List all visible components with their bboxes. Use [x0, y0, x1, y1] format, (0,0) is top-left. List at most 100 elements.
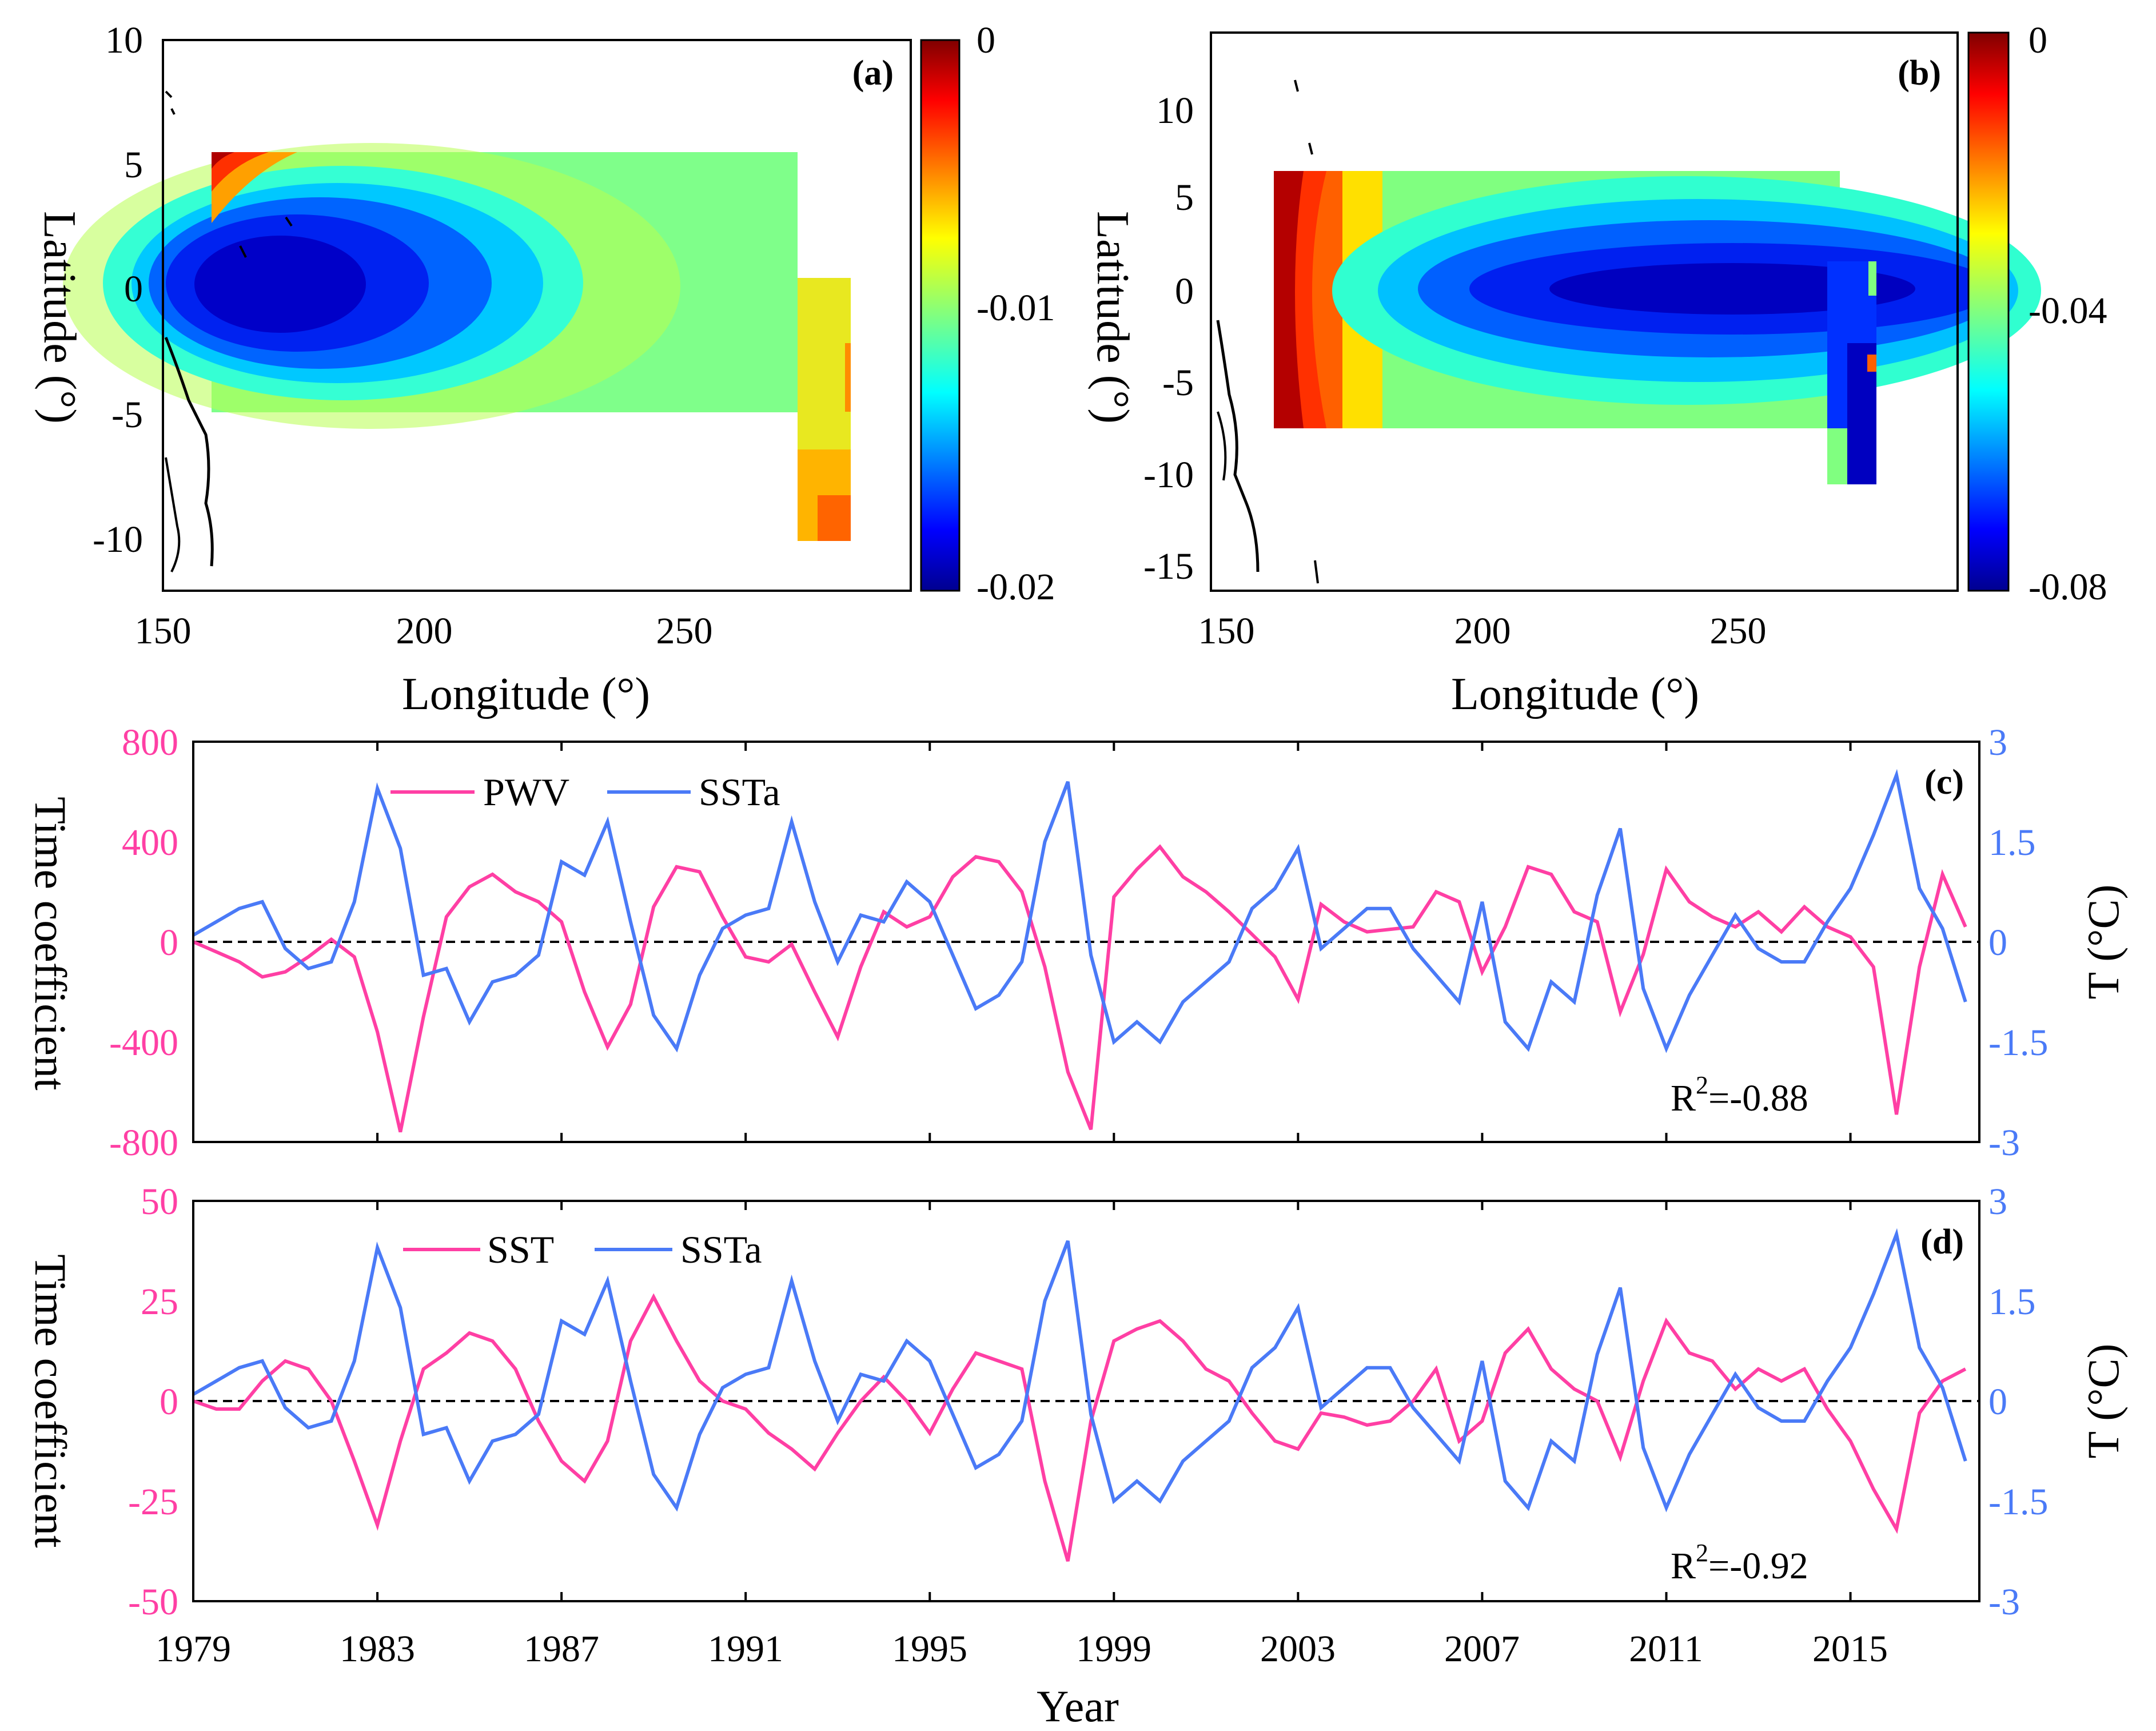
panel-d-y2label: T (°C)	[2078, 1344, 2128, 1459]
legend-label-ssta: SSTa	[699, 770, 780, 814]
panel-c-ylabel: Time coefficient	[26, 797, 75, 1091]
panel-a: (a) 10 5 0 -5 -10 150 200 250 Longitude …	[34, 19, 1055, 719]
panel-d-x-tick-marks	[192, 1201, 1852, 1601]
panel-d-y-ticks: 50 25 0 -25 -50	[128, 1181, 178, 1623]
panel-c-y2tick: -1.5	[1988, 1022, 2048, 1064]
panel-a-ytick: -10	[93, 519, 143, 560]
panel-d-xtick: 2003	[1260, 1628, 1336, 1670]
panel-a-colorbar-ticks: 0 -0.01 -0.02	[977, 19, 1055, 608]
panel-d-r2: R2=-0.92	[1671, 1539, 1808, 1587]
panel-c-line-pwv	[193, 844, 1967, 1133]
panel-c-ytick: 0	[160, 922, 178, 964]
panel-d-xtick: 1987	[524, 1628, 599, 1670]
panel-d-ytick: -25	[128, 1481, 178, 1523]
panel-a-x-ticks: 150 200 250	[135, 610, 713, 652]
panel-d-label: (d)	[1920, 1223, 1964, 1262]
panel-d-line-sst	[193, 1293, 1967, 1562]
legend-label-sst: SST	[487, 1228, 554, 1271]
panel-d-y2tick: -3	[1988, 1581, 2020, 1623]
panel-b-cbar-tick: -0.04	[2029, 290, 2107, 332]
panel-c-y2tick: -3	[1988, 1122, 2020, 1164]
panel-d-line-ssta	[193, 1228, 1967, 1513]
panel-b-xtick: 250	[1710, 610, 1767, 652]
panel-b-x-ticks: 150 200 250	[1198, 610, 1767, 652]
panel-d-ytick: 50	[141, 1181, 178, 1223]
panel-d-ytick: -50	[128, 1581, 178, 1623]
panel-b-label: (b)	[1898, 54, 1941, 93]
panel-a-xlabel: Longitude (°)	[402, 669, 650, 719]
panel-a-xtick: 150	[135, 610, 192, 652]
legend-label-ssta: SSTa	[680, 1228, 762, 1271]
panel-b-ytick: 10	[1156, 90, 1194, 132]
panel-c-y2tick: 1.5	[1988, 822, 2036, 863]
panel-a-ytick: 5	[124, 144, 143, 186]
panel-a-label: (a)	[852, 54, 894, 93]
panel-b-ytick: 5	[1175, 177, 1194, 218]
panel-d-legend: SST SSTa	[403, 1228, 762, 1271]
panel-d-ytick: 0	[160, 1381, 178, 1423]
panel-d-xtick: 1995	[892, 1628, 967, 1670]
panel-d-xtick: 2007	[1444, 1628, 1520, 1670]
panel-a-cbar-tick: -0.01	[977, 287, 1055, 329]
panel-a-ytick: 10	[105, 19, 143, 61]
panel-c: (c) PWV SSTa R2=-0.88 800 400 0 -400 -80…	[26, 722, 2128, 1164]
panel-d-xlabel: Year	[1037, 1681, 1119, 1731]
panel-b-y-ticks: 10 5 0 -5 -10 -15	[1143, 90, 1194, 587]
panel-c-y-ticks: 800 400 0 -400 -800	[109, 722, 178, 1164]
panel-a-ytick: -5	[111, 394, 143, 436]
panel-d-ytick: 25	[141, 1281, 178, 1323]
panel-c-x-tick-marks	[192, 742, 1852, 1142]
panel-b-map-field	[1216, 79, 2041, 584]
panel-c-y2tick: 0	[1988, 922, 2007, 964]
panel-d-y2-ticks: 3 1.5 0 -1.5 -3	[1988, 1181, 2048, 1623]
panel-b-ylabel: Latitude (°)	[1087, 211, 1138, 424]
panel-c-legend: PWV SSTa	[390, 770, 780, 814]
panel-d-xtick: 1979	[156, 1628, 231, 1670]
panel-c-ytick: 800	[122, 722, 178, 763]
panel-b-ytick: 0	[1175, 270, 1194, 312]
panel-a-xtick: 200	[396, 610, 453, 652]
panel-a-y-ticks: 10 5 0 -5 -10	[93, 19, 143, 560]
panel-c-y2-ticks: 3 1.5 0 -1.5 -3	[1988, 722, 2048, 1164]
panel-a-cbar-tick: 0	[977, 19, 995, 61]
panel-b-ytick: -10	[1143, 454, 1194, 496]
panel-d-xtick: 2015	[1812, 1628, 1888, 1670]
panel-d-y2tick: 3	[1988, 1181, 2007, 1223]
panel-a-ytick: 0	[124, 268, 143, 310]
panel-d-xtick: 2011	[1629, 1628, 1703, 1670]
panel-d-xtick: 1991	[708, 1628, 783, 1670]
panel-c-ytick: -400	[109, 1022, 178, 1064]
panel-b-cbar-tick: 0	[2029, 19, 2047, 61]
panel-c-y2label: T (°C)	[2078, 885, 2128, 1000]
panel-d-xtick: 1983	[340, 1628, 415, 1670]
panel-c-ytick: 400	[122, 822, 178, 863]
panel-c-label: (c)	[1924, 763, 1964, 802]
panel-b-xtick: 150	[1198, 610, 1255, 652]
panel-a-ylabel: Latitude (°)	[34, 211, 85, 424]
panel-d-y2tick: -1.5	[1988, 1481, 2048, 1523]
panel-c-r2: R2=-0.88	[1671, 1071, 1808, 1119]
panel-b-xtick: 200	[1454, 610, 1511, 652]
panel-b: (b) 10 5 0 -5 -10 -15 150 200 250 Longit…	[1087, 19, 2107, 719]
panel-c-y2tick: 3	[1988, 722, 2007, 763]
panel-d-ylabel: Time coefficient	[26, 1254, 75, 1548]
panel-d-y2tick: 0	[1988, 1381, 2007, 1423]
panel-d-xtick: 1999	[1076, 1628, 1151, 1670]
panel-a-colorbar	[920, 39, 961, 592]
panel-c-line-ssta	[193, 769, 1967, 1053]
panel-a-xtick: 250	[656, 610, 713, 652]
panel-b-colorbar	[1967, 31, 2010, 592]
panel-b-ytick: -5	[1162, 362, 1194, 404]
panel-d-x-ticks: 1979 1983 1987 1991 1995 1999 2003 2007 …	[156, 1628, 1888, 1670]
panel-b-cbar-tick: -0.08	[2029, 566, 2107, 608]
panel-d-y2tick: 1.5	[1988, 1281, 2036, 1323]
panel-c-ytick: -800	[109, 1122, 178, 1164]
panel-b-ytick: -15	[1143, 546, 1194, 587]
panel-b-xlabel: Longitude (°)	[1451, 669, 1699, 719]
legend-label-pwv: PWV	[483, 770, 569, 814]
panel-a-map-field	[63, 90, 851, 572]
panel-a-cbar-tick: -0.02	[977, 566, 1055, 608]
panel-d: (d) SST SSTa R2=-0.92 50 25 0 -25 -50 3 …	[26, 1181, 2128, 1731]
panel-b-colorbar-ticks: 0 -0.04 -0.08	[2029, 19, 2107, 608]
